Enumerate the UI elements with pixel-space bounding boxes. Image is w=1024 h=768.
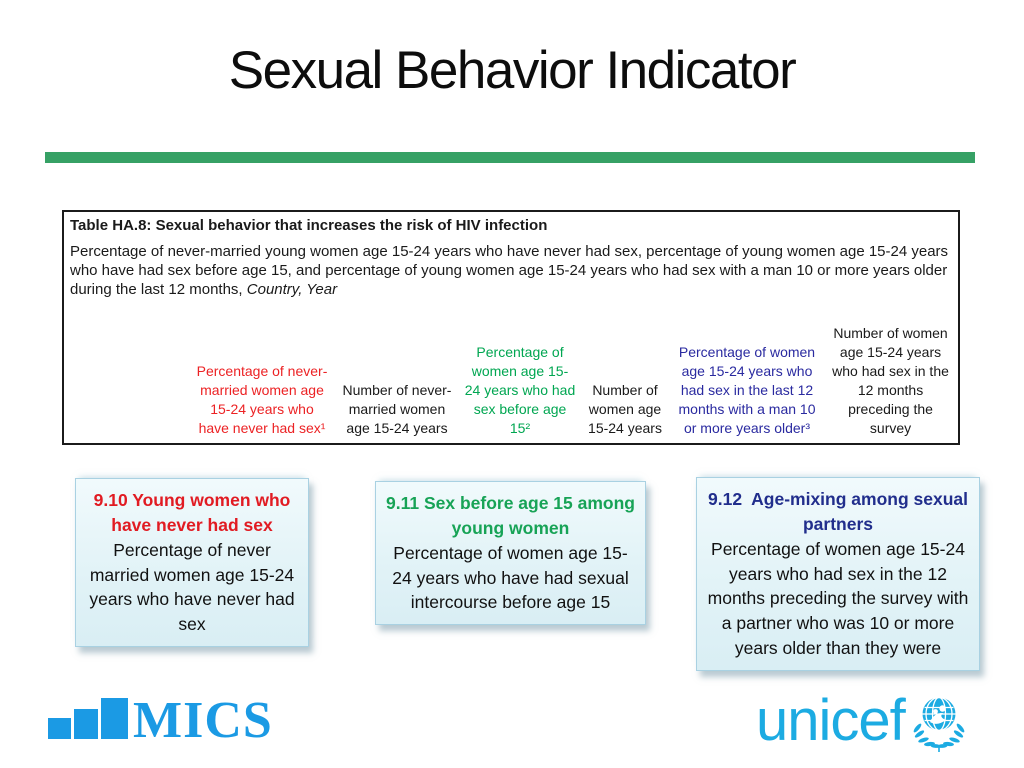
unicef-wordmark: unicef xyxy=(756,688,906,753)
indicator-box-9-11: 9.11 Sex before age 15 among young women… xyxy=(375,481,646,626)
column-header-empty xyxy=(63,322,191,444)
table-description-text: Percentage of never-married young women … xyxy=(70,243,949,298)
indicator-table: Table HA.8: Sexual behavior that increas… xyxy=(62,210,961,445)
indicator-box-title: 9.10 Young women who have never had sex xyxy=(93,490,291,535)
indicator-box-body: Percentage of never married women age 15… xyxy=(89,539,295,635)
unicef-emblem-icon xyxy=(913,696,965,752)
column-header-num-women: Number of women age 15-24 years xyxy=(588,382,662,436)
indicator-box-body: Percentage of women age 15-24 years who … xyxy=(707,538,969,659)
column-header-num-sex-12-months: Number of women age 15-24 years who had … xyxy=(832,325,949,436)
table-description: Percentage of never-married young women … xyxy=(63,238,959,322)
indicator-box-9-12: 9.12 Age-mixing among sexual partners Pe… xyxy=(696,477,980,671)
mics-bars-icon xyxy=(48,698,131,739)
indicator-box-title: 9.12 Age-mixing among sexual partners xyxy=(708,489,968,534)
column-header-pct-older-partner: Percentage of women age 15-24 years who … xyxy=(678,344,816,436)
column-header-pct-sex-before-15: Percentage of women age 15-24 years who … xyxy=(464,344,576,436)
unicef-logo: unicef xyxy=(756,690,971,754)
mics-logo: MICS xyxy=(48,692,273,749)
table-header-row: Percentage of never-married women age 15… xyxy=(63,322,959,444)
indicator-box-title: 9.11 Sex before age 15 among young women xyxy=(385,493,635,538)
table-row: Table HA.8: Sexual behavior that increas… xyxy=(63,211,959,238)
page-title: Sexual Behavior Indicator xyxy=(228,41,797,100)
table-row: Percentage of never-married young women … xyxy=(63,238,959,322)
column-header-pct-never-had-sex: Percentage of never-married women age 15… xyxy=(196,363,328,436)
mics-wordmark: MICS xyxy=(133,692,273,749)
table-description-emphasis: Country, Year xyxy=(246,281,338,298)
indicator-box-9-10: 9.10 Young women who have never had sex … xyxy=(75,478,309,648)
indicator-box-body: Percentage of women age 15-24 years who … xyxy=(392,542,629,613)
column-header-num-never-married: Number of never-married women age 15-24 … xyxy=(342,382,452,436)
table-title: Table HA.8: Sexual behavior that increas… xyxy=(70,216,548,234)
title-divider xyxy=(45,152,975,163)
